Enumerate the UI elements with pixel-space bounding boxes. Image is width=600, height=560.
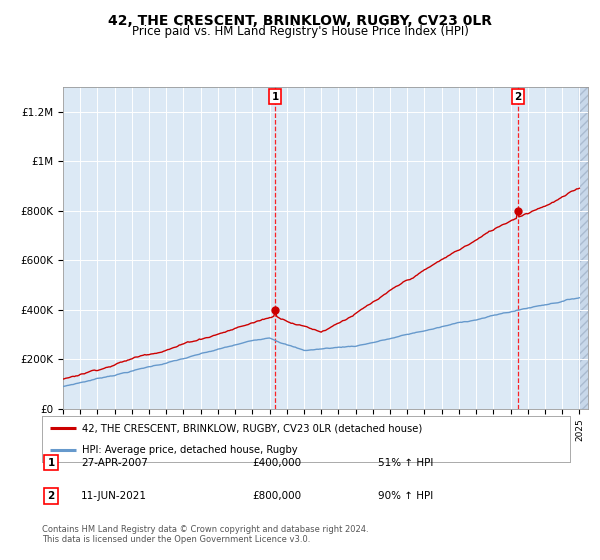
Text: Contains HM Land Registry data © Crown copyright and database right 2024.
This d: Contains HM Land Registry data © Crown c… bbox=[42, 525, 368, 544]
Text: HPI: Average price, detached house, Rugby: HPI: Average price, detached house, Rugb… bbox=[82, 445, 297, 455]
Text: £400,000: £400,000 bbox=[252, 458, 301, 468]
Text: Price paid vs. HM Land Registry's House Price Index (HPI): Price paid vs. HM Land Registry's House … bbox=[131, 25, 469, 38]
Text: 1: 1 bbox=[271, 92, 278, 102]
Text: 1: 1 bbox=[47, 458, 55, 468]
Text: £800,000: £800,000 bbox=[252, 491, 301, 501]
Text: 51% ↑ HPI: 51% ↑ HPI bbox=[378, 458, 433, 468]
Text: 27-APR-2007: 27-APR-2007 bbox=[81, 458, 148, 468]
Text: 2: 2 bbox=[47, 491, 55, 501]
Text: 2: 2 bbox=[514, 92, 522, 102]
Bar bbox=[580, 87, 596, 409]
Text: 42, THE CRESCENT, BRINKLOW, RUGBY, CV23 0LR (detached house): 42, THE CRESCENT, BRINKLOW, RUGBY, CV23 … bbox=[82, 423, 422, 433]
Text: 11-JUN-2021: 11-JUN-2021 bbox=[81, 491, 147, 501]
Text: 90% ↑ HPI: 90% ↑ HPI bbox=[378, 491, 433, 501]
Text: 42, THE CRESCENT, BRINKLOW, RUGBY, CV23 0LR: 42, THE CRESCENT, BRINKLOW, RUGBY, CV23 … bbox=[108, 14, 492, 28]
